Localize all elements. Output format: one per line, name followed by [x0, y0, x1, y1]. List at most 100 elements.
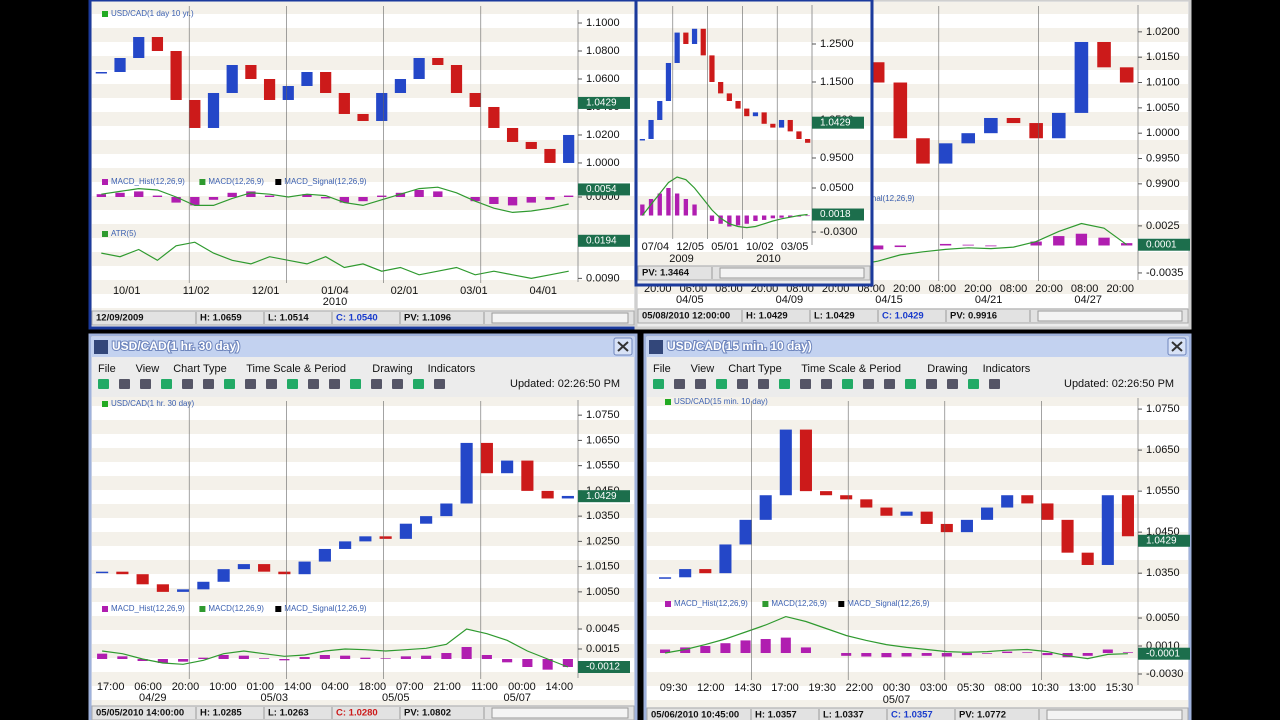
toolbar-icon[interactable] [329, 379, 340, 389]
menu-item[interactable]: View [136, 363, 160, 375]
y-tick-label: 0.0015 [586, 643, 620, 655]
toolbar-icon[interactable] [779, 379, 790, 389]
candle [506, 127, 519, 142]
toolbar-icon[interactable] [413, 379, 424, 389]
toolbar-icon[interactable] [653, 379, 664, 389]
candle [744, 108, 750, 117]
toolbar-icon[interactable] [758, 379, 769, 389]
y-tick-label: -0.0030 [1146, 668, 1183, 680]
toolbar-icon[interactable] [926, 379, 937, 389]
y-tick-label: 1.0150 [1146, 51, 1180, 63]
toolbar-icon[interactable] [989, 379, 1000, 389]
toolbar-icon[interactable] [800, 379, 811, 389]
pane-legend: MACD_Hist(12,26,9) [111, 604, 185, 613]
toolbar-icon[interactable] [140, 379, 151, 389]
price-tag [812, 116, 864, 129]
menu-item[interactable]: File [98, 363, 116, 375]
toolbar-icon[interactable] [947, 379, 958, 389]
close-icon [1171, 341, 1183, 352]
toolbar-icon[interactable] [119, 379, 130, 389]
x-sub-label: 05/07 [503, 692, 531, 704]
candle [778, 119, 785, 128]
candle [1119, 67, 1134, 83]
y-tick-label: 1.0800 [586, 45, 620, 57]
y-tick-label: 0.9900 [1146, 178, 1180, 190]
x-tick-label: 10/01 [113, 285, 141, 297]
hist-bar [894, 245, 906, 248]
candle [525, 141, 537, 149]
scrollbar[interactable] [491, 312, 629, 324]
menu-item[interactable]: Time Scale & Period [246, 363, 346, 375]
toolbar-icon[interactable] [821, 379, 832, 389]
candle [820, 491, 833, 496]
indicator-tag [812, 208, 864, 221]
hist-bar [648, 199, 654, 216]
toolbar-icon[interactable] [392, 379, 403, 389]
hist-bar [137, 659, 148, 661]
app-icon [94, 340, 108, 354]
price-tag [578, 490, 630, 503]
candle [805, 138, 811, 143]
menu-item[interactable]: Drawing [372, 363, 412, 375]
x-tick-label: 13:00 [1069, 682, 1097, 694]
toolbar-icon[interactable] [716, 379, 727, 389]
toolbar-icon[interactable] [695, 379, 706, 389]
menu-item[interactable]: Chart Type [173, 363, 227, 375]
toolbar-icon[interactable] [968, 379, 979, 389]
legend-swatch [102, 179, 108, 185]
hist-bar [1062, 653, 1073, 658]
candle [320, 71, 332, 93]
scrollbar[interactable] [719, 267, 865, 279]
candle [679, 569, 692, 578]
scrollbar[interactable] [1046, 709, 1183, 720]
y-tick-label: 1.0200 [586, 129, 620, 141]
y-tick-label: 1.1000 [586, 17, 620, 29]
menu-item[interactable]: View [691, 363, 715, 375]
toolbar-icon[interactable] [287, 379, 298, 389]
scrollbar[interactable] [491, 707, 629, 719]
y-tick-label: 1.0750 [586, 409, 620, 421]
candle [940, 523, 953, 533]
hist-bar [414, 190, 424, 197]
x-tick-label: 08:00 [1000, 283, 1028, 295]
hist-bar [982, 653, 993, 654]
x-tick-label: 14:00 [284, 681, 312, 693]
menu-item[interactable]: Indicators [983, 363, 1031, 375]
toolbar-icon[interactable] [266, 379, 277, 389]
toolbar-icon[interactable] [434, 379, 445, 389]
hist-bar [1098, 237, 1110, 246]
toolbar-icon[interactable] [737, 379, 748, 389]
hist-bar [395, 192, 406, 197]
hist-bar [962, 244, 974, 246]
candle [413, 58, 425, 79]
scrollbar[interactable] [1037, 310, 1183, 322]
y-tick-label: 0.0045 [586, 623, 620, 635]
menu-item[interactable]: File [653, 363, 671, 375]
toolbar-icon[interactable] [245, 379, 256, 389]
hist-bar [299, 657, 310, 659]
toolbar-icon[interactable] [350, 379, 361, 389]
toolbar-icon[interactable] [308, 379, 319, 389]
hist-bar [1075, 233, 1088, 246]
x-tick-label: 06:00 [134, 681, 162, 693]
price-tag-label: 1.0429 [586, 491, 617, 502]
x-tick-label: 15:30 [1106, 682, 1134, 694]
menu-item[interactable]: Chart Type [728, 363, 782, 375]
toolbar-icon[interactable] [161, 379, 172, 389]
menu-item[interactable]: Time Scale & Period [801, 363, 901, 375]
menu-item[interactable]: Indicators [428, 363, 476, 375]
toolbar-icon[interactable] [674, 379, 685, 389]
toolbar-icon[interactable] [224, 379, 235, 389]
toolbar-icon[interactable] [905, 379, 916, 389]
toolbar-icon[interactable] [842, 379, 853, 389]
x-tick-label: 08:00 [994, 682, 1022, 694]
toolbar-icon[interactable] [203, 379, 214, 389]
toolbar-icon[interactable] [98, 379, 109, 389]
toolbar-icon[interactable] [863, 379, 874, 389]
toolbar-icon[interactable] [884, 379, 895, 389]
legend-swatch [838, 601, 845, 607]
toolbar-icon[interactable] [371, 379, 382, 389]
y-tick-label: 1.0550 [1146, 485, 1180, 497]
menu-item[interactable]: Drawing [927, 363, 967, 375]
toolbar-icon[interactable] [182, 379, 193, 389]
